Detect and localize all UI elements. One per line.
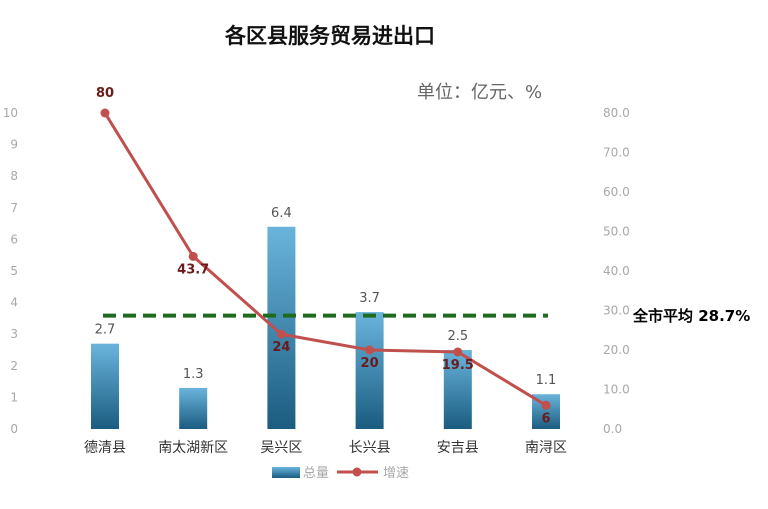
- line-series: [100, 108, 551, 410]
- bar: [91, 343, 119, 429]
- left-tick-label: 4: [10, 296, 18, 310]
- legend-line-label: 增速: [383, 466, 409, 481]
- growth-point: [188, 251, 198, 261]
- growth-point: [541, 400, 551, 410]
- growth-value-label: 43.7: [177, 262, 209, 277]
- legend: 总量 增速: [272, 466, 409, 481]
- right-tick-label: 70.0: [603, 146, 630, 160]
- right-tick-label: 0.0: [603, 422, 622, 436]
- left-tick-label: 1: [10, 390, 18, 404]
- growth-value-label: 20: [361, 356, 379, 371]
- left-tick-label: 2: [10, 359, 18, 373]
- category-label: 南浔区: [525, 440, 567, 456]
- average-label: 全市平均 28.7%: [633, 307, 751, 325]
- bar: [355, 312, 384, 429]
- left-tick-label: 0: [10, 422, 18, 436]
- growth-line: [103, 112, 547, 407]
- bar-value-label: 6.4: [271, 206, 292, 221]
- category-label: 吴兴区: [260, 440, 302, 456]
- growth-value-label: 80: [96, 86, 114, 101]
- category-label: 长兴县: [349, 440, 391, 456]
- legend-line-marker: [352, 467, 362, 477]
- right-tick-label: 50.0: [603, 225, 630, 239]
- growth-point: [365, 345, 375, 355]
- bar-value-label: 2.7: [95, 323, 116, 338]
- chart-title: 各区县服务贸易进出口: [225, 24, 435, 48]
- category-label: 德清县: [84, 440, 126, 456]
- bar-value-label: 3.7: [359, 291, 380, 306]
- left-tick-label: 10: [3, 106, 18, 120]
- growth-point: [100, 108, 110, 118]
- legend-bar-label: 总量: [303, 466, 329, 481]
- left-tick-label: 7: [10, 201, 18, 215]
- unit-label: 单位：亿元、%: [417, 82, 543, 103]
- bar-series: [91, 226, 560, 429]
- right-tick-label: 10.0: [603, 383, 630, 397]
- growth-value-label: 6: [541, 411, 550, 426]
- category-label: 南太湖新区: [158, 440, 228, 456]
- left-tick-label: 3: [10, 327, 18, 341]
- data-labels: 2.7 1.3 6.4 3.7 2.5 1.1 80 43.7 24 20 19.5 6: [95, 86, 557, 426]
- bar-value-label: 1.3: [183, 367, 204, 382]
- right-tick-label: 30.0: [603, 304, 630, 318]
- left-tick-label: 9: [10, 138, 18, 152]
- bar-value-label: 1.1: [536, 373, 557, 388]
- bar: [443, 350, 472, 429]
- category-label: 安吉县: [437, 440, 479, 456]
- right-axis: 0.0 10.0 20.0 30.0 40.0 50.0 60.0 70.0 80.0: [603, 106, 630, 436]
- growth-value-label: 19.5: [442, 358, 474, 373]
- left-tick-label: 8: [10, 169, 18, 183]
- bar-value-label: 2.5: [447, 329, 468, 344]
- left-tick-label: 6: [10, 232, 18, 246]
- left-tick-label: 5: [10, 264, 18, 278]
- growth-value-label: 24: [272, 340, 290, 355]
- bar: [267, 226, 296, 429]
- right-tick-label: 60.0: [603, 185, 630, 199]
- left-axis: 0 1 2 3 4 5 6 7 8 9 10: [3, 106, 18, 436]
- bar: [179, 387, 208, 429]
- right-tick-label: 40.0: [603, 264, 630, 278]
- growth-point: [453, 347, 463, 357]
- right-tick-label: 80.0: [603, 106, 630, 120]
- category-axis: 德清县 南太湖新区 吴兴区 长兴县 安吉县 南浔区: [84, 440, 567, 456]
- growth-point: [276, 329, 286, 339]
- legend-bar-swatch: [272, 467, 300, 478]
- right-tick-label: 20.0: [603, 343, 630, 357]
